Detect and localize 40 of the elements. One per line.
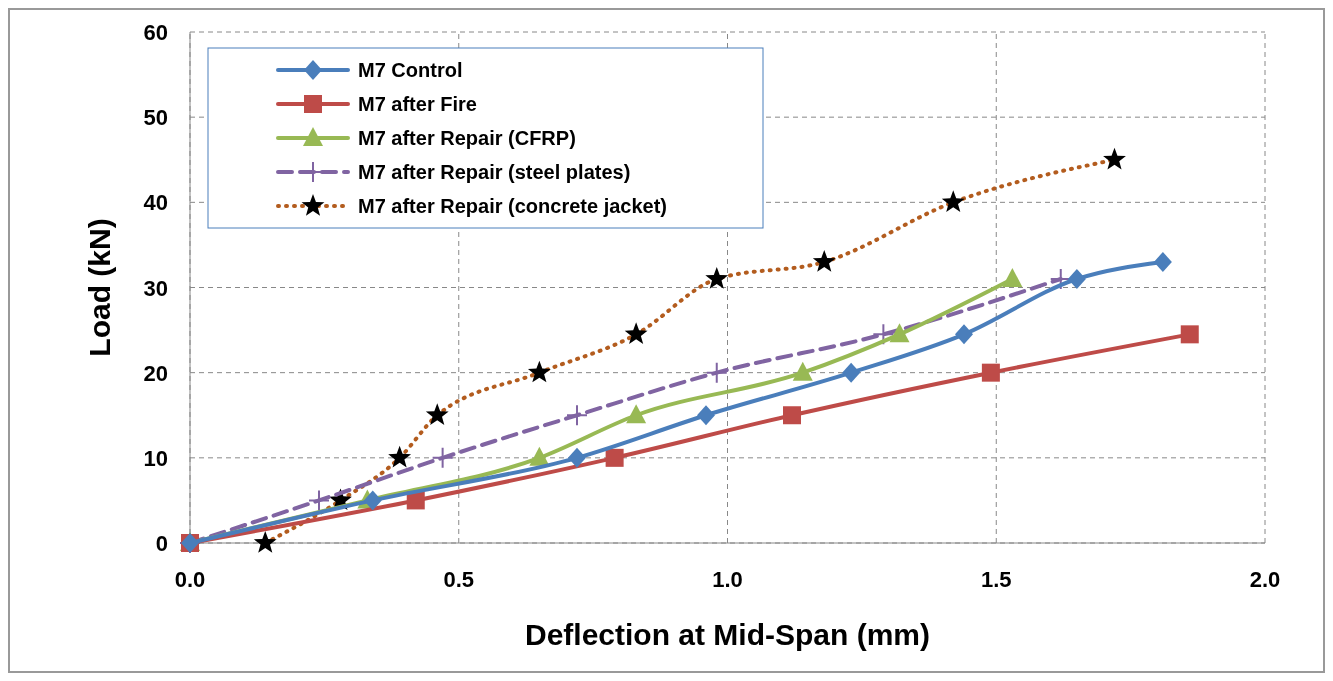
point: [697, 405, 715, 426]
y-tick-label: 20: [143, 360, 168, 386]
point: [568, 447, 586, 468]
point: [1153, 251, 1172, 272]
y-tick-label: 40: [143, 190, 168, 216]
legend-label: M7 Control: [358, 59, 463, 81]
point: [783, 406, 801, 425]
x-tick-label: 1.0: [712, 567, 743, 592]
point: [981, 363, 1000, 382]
legend-label: M7 after Fire: [358, 93, 477, 115]
legend-label: M7 after Repair (concrete jacket): [358, 195, 668, 217]
point: [705, 361, 728, 384]
y-axis-title: Load (kN): [83, 218, 116, 357]
point: [566, 404, 588, 427]
point: [955, 324, 973, 345]
y-tick-label: 10: [143, 445, 168, 471]
point: [872, 323, 895, 346]
point: [842, 362, 861, 383]
point: [529, 446, 550, 466]
x-axis-title: Deflection at Mid-Span (mm): [524, 618, 931, 651]
y-tick-label: 30: [143, 275, 168, 301]
x-tick-label: 2.0: [1249, 567, 1281, 592]
point: [1067, 268, 1086, 289]
point: [431, 446, 454, 469]
point: [626, 404, 647, 424]
legend-label: M7 after Repair (steel plates): [358, 161, 631, 183]
legend-label: M7 after Repair (CFRP): [358, 127, 576, 149]
point: [1180, 325, 1199, 344]
point: [792, 361, 813, 381]
y-tick-label: 0: [155, 531, 168, 556]
point: [1002, 267, 1023, 287]
x-tick-label: 0.0: [174, 567, 206, 592]
point: [605, 448, 624, 467]
y-tick-label: 50: [143, 105, 168, 131]
y-tick-label: 60: [143, 20, 168, 45]
point: [363, 490, 382, 511]
point: [308, 489, 330, 512]
point: [889, 323, 910, 343]
x-tick-label: 1.5: [980, 567, 1012, 592]
x-tick-label: 0.5: [443, 567, 475, 592]
